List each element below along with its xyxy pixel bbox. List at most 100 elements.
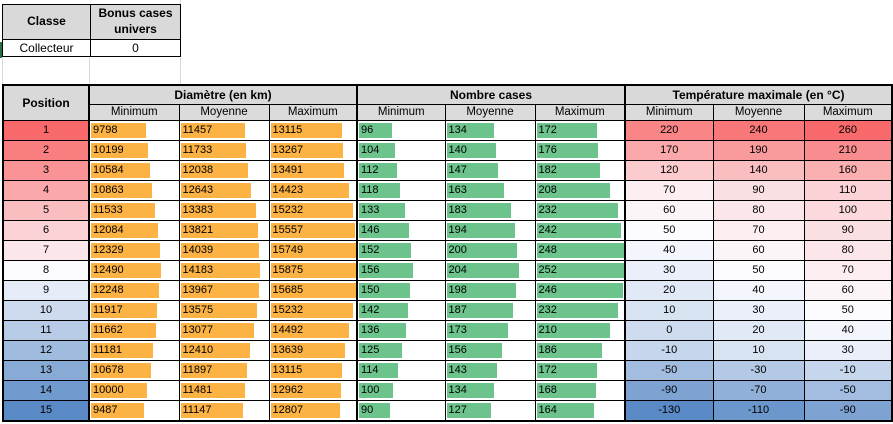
nombre-cases-maximum-cell[interactable]: 232 [534,199,626,221]
temperature-group-header[interactable]: Température maximale (en °C) [623,84,893,105]
temperature-moyenne-cell[interactable]: 190 [712,139,805,161]
position-cell[interactable]: 14 [2,379,90,401]
temperature-minimum-cell[interactable]: 0 [624,319,714,341]
nombre-cases-maximum-cell[interactable]: 246 [534,279,626,301]
bonus-value-cell[interactable]: 0 [90,39,181,57]
temperature-minimum-cell[interactable]: 30 [624,259,714,281]
diametre-maximum-cell[interactable]: 12962 [268,379,358,401]
temperature-maximum-cell[interactable]: 260 [803,119,893,141]
temperature-moyenne-cell[interactable]: 30 [712,299,805,321]
nombre-cases-minimum-cell[interactable]: 136 [356,319,446,341]
temperature-minimum-cell[interactable]: 170 [624,139,714,161]
temperature-minimum-cell[interactable]: 40 [624,239,714,261]
temperature-maximum-cell[interactable]: 70 [803,259,893,281]
nombre-cases-moyenne-cell[interactable]: 194 [444,219,536,241]
temperature-minimum-cell[interactable]: -130 [624,399,714,421]
diametre-moyenne-header[interactable]: Moyenne [178,103,270,121]
position-cell[interactable]: 6 [2,219,90,241]
diametre-moyenne-cell[interactable]: 12643 [178,179,270,201]
temperature-maximum-cell[interactable]: 160 [803,159,893,181]
nombre-cases-minimum-cell[interactable]: 114 [356,359,446,381]
nombre-cases-minimum-cell[interactable]: 156 [356,259,446,281]
nombre-cases-moyenne-cell[interactable]: 204 [444,259,536,281]
diametre-maximum-cell[interactable]: 15557 [268,219,358,241]
nombre-cases-moyenne-cell[interactable]: 156 [444,339,536,361]
diametre-maximum-cell[interactable]: 15749 [268,239,358,261]
position-cell[interactable]: 15 [2,399,90,421]
position-cell[interactable]: 2 [2,139,90,161]
diametre-maximum-cell[interactable]: 14423 [268,179,358,201]
temperature-moyenne-cell[interactable]: 20 [712,319,805,341]
temperature-moyenne-cell[interactable]: 240 [712,119,805,141]
nombre-cases-moyenne-cell[interactable]: 163 [444,179,536,201]
nombre-cases-moyenne-cell[interactable]: 200 [444,239,536,261]
temperature-moyenne-cell[interactable]: 50 [712,259,805,281]
diametre-moyenne-cell[interactable]: 11481 [178,379,270,401]
nombre-cases-maximum-cell[interactable]: 248 [534,239,626,261]
temperature-maximum-cell[interactable]: -50 [803,379,893,401]
position-cell[interactable]: 9 [2,279,90,301]
diametre-maximum-cell[interactable]: 15685 [268,279,358,301]
position-cell[interactable]: 8 [2,259,90,281]
diametre-minimum-cell[interactable]: 10678 [88,359,180,381]
nombre-cases-maximum-header[interactable]: Maximum [534,103,626,121]
temperature-minimum-cell[interactable]: 50 [624,219,714,241]
temperature-minimum-header[interactable]: Minimum [624,103,714,121]
diametre-maximum-cell[interactable]: 13267 [268,139,358,161]
diametre-minimum-cell[interactable]: 12248 [88,279,180,301]
temperature-maximum-header[interactable]: Maximum [803,103,893,121]
position-cell[interactable]: 1 [2,119,90,141]
nombre-cases-minimum-cell[interactable]: 152 [356,239,446,261]
diametre-maximum-cell[interactable]: 15232 [268,299,358,321]
nombre-cases-moyenne-cell[interactable]: 198 [444,279,536,301]
temperature-maximum-cell[interactable]: 60 [803,279,893,301]
nombre-cases-moyenne-cell[interactable]: 134 [444,379,536,401]
nombre-cases-maximum-cell[interactable]: 172 [534,359,626,381]
diametre-maximum-cell[interactable]: 13115 [268,119,358,141]
temperature-minimum-cell[interactable]: 60 [624,199,714,221]
temperature-moyenne-cell[interactable]: -110 [712,399,805,421]
position-cell[interactable]: 13 [2,359,90,381]
bonus-header-cell[interactable]: Bonus cases univers [90,4,181,40]
temperature-moyenne-cell[interactable]: -70 [712,379,805,401]
temperature-minimum-cell[interactable]: -10 [624,339,714,361]
diametre-minimum-cell[interactable]: 11533 [88,199,180,221]
nombre-cases-maximum-cell[interactable]: 186 [534,339,626,361]
nombre-cases-moyenne-cell[interactable]: 173 [444,319,536,341]
diametre-minimum-cell[interactable]: 12084 [88,219,180,241]
diametre-maximum-cell[interactable]: 13491 [268,159,358,181]
temperature-maximum-cell[interactable]: 90 [803,219,893,241]
nombre-cases-moyenne-cell[interactable]: 147 [444,159,536,181]
diametre-moyenne-cell[interactable]: 14183 [178,259,270,281]
temperature-moyenne-cell[interactable]: 40 [712,279,805,301]
nombre-cases-minimum-cell[interactable]: 96 [356,119,446,141]
diametre-minimum-header[interactable]: Minimum [88,103,180,121]
temperature-moyenne-header[interactable]: Moyenne [712,103,805,121]
nombre-cases-maximum-cell[interactable]: 168 [534,379,626,401]
nombre-cases-minimum-cell[interactable]: 125 [356,339,446,361]
temperature-moyenne-cell[interactable]: 90 [712,179,805,201]
diametre-minimum-cell[interactable]: 10863 [88,179,180,201]
classe-value-cell[interactable]: Collecteur [2,39,91,57]
diametre-maximum-cell[interactable]: 13639 [268,339,358,361]
temperature-moyenne-cell[interactable]: 70 [712,219,805,241]
nombre-cases-minimum-cell[interactable]: 146 [356,219,446,241]
temperature-moyenne-cell[interactable]: 140 [712,159,805,181]
temperature-minimum-cell[interactable]: 20 [624,279,714,301]
diametre-minimum-cell[interactable]: 9487 [88,399,180,421]
nombre-cases-maximum-cell[interactable]: 242 [534,219,626,241]
diametre-moyenne-cell[interactable]: 12038 [178,159,270,181]
nombre-cases-moyenne-cell[interactable]: 187 [444,299,536,321]
temperature-maximum-cell[interactable]: 40 [803,319,893,341]
diametre-moyenne-cell[interactable]: 13967 [178,279,270,301]
nombre-cases-maximum-cell[interactable]: 172 [534,119,626,141]
diametre-minimum-cell[interactable]: 10584 [88,159,180,181]
position-cell[interactable]: 10 [2,299,90,321]
nombre-cases-minimum-cell[interactable]: 133 [356,199,446,221]
temperature-maximum-cell[interactable]: 50 [803,299,893,321]
position-header-cell[interactable]: Position [2,84,90,121]
diametre-moyenne-cell[interactable]: 13575 [178,299,270,321]
nombre-cases-moyenne-cell[interactable]: 183 [444,199,536,221]
temperature-minimum-cell[interactable]: 220 [624,119,714,141]
diametre-maximum-header[interactable]: Maximum [268,103,358,121]
